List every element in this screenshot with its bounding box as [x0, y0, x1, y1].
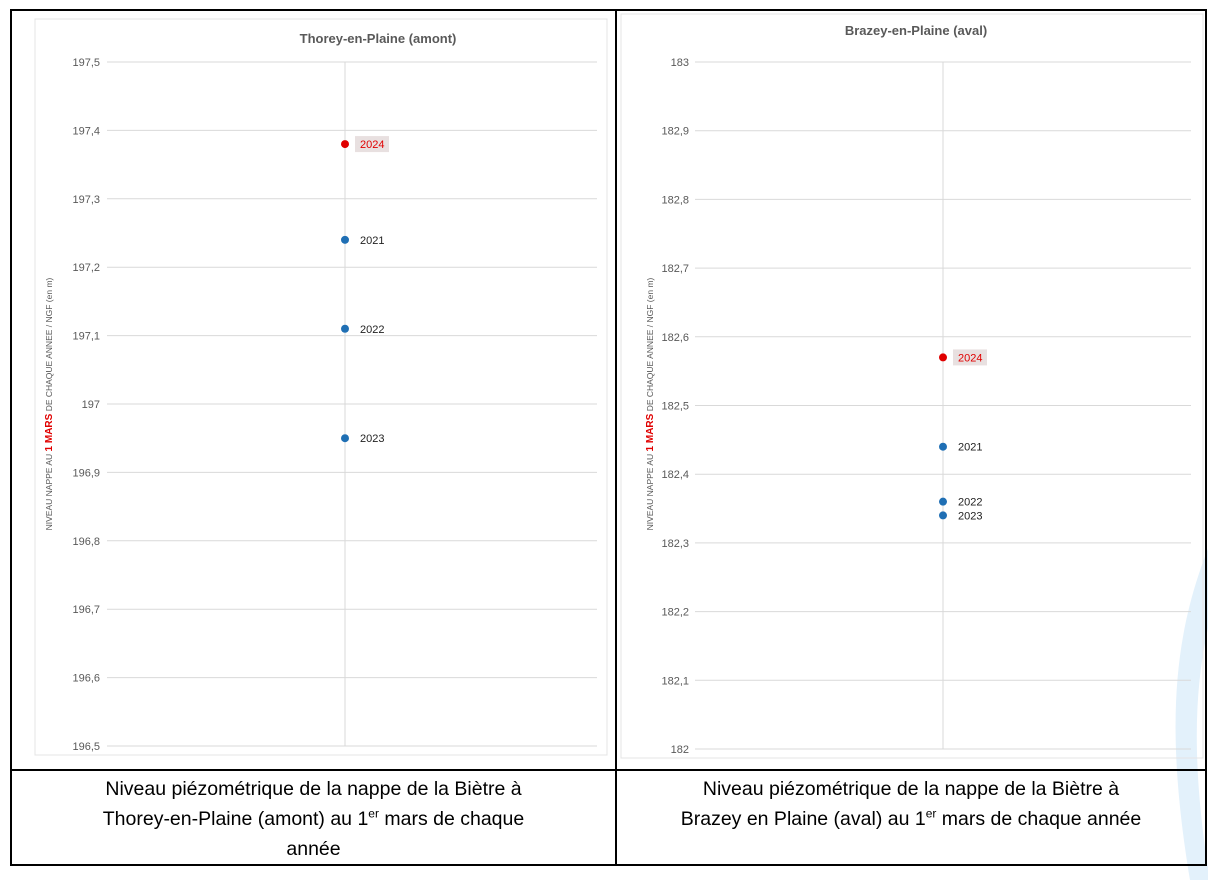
y-axis-label-part: DE CHAQUE ANNEE / NGF (en m) — [44, 277, 54, 413]
data-label-highlight-box — [953, 349, 987, 366]
right-caption-line2-pre: Brazey en Plaine (aval) au 1 — [680, 808, 926, 830]
y-axis-label-highlight: 1 MARS — [645, 413, 656, 451]
y-tick-label: 196,9 — [72, 467, 100, 479]
data-label: 2024 — [360, 139, 384, 151]
y-tick-label: 182,8 — [661, 194, 689, 206]
left-caption-line1: Niveau piézométrique de la nappe de la B… — [105, 778, 522, 800]
y-tick-label: 197,3 — [72, 194, 100, 206]
y-tick-label: 182,4 — [661, 469, 689, 481]
data-point — [939, 442, 947, 451]
chart-title: Brazey-en-Plaine (aval) — [845, 23, 987, 38]
data-point — [341, 324, 349, 333]
y-tick-label: 182,3 — [661, 538, 689, 550]
data-label: 2021 — [958, 442, 982, 454]
left-chart-cell: Thorey-en-Plaine (amont) 197,5 197,4 197,3 1… — [10, 9, 617, 771]
y-tick-label: 182,5 — [661, 401, 689, 413]
right-caption: Niveau piézométrique de la nappe de la B… — [617, 771, 1205, 834]
data-label: 2023 — [958, 510, 982, 522]
right-caption-line1: Niveau piézométrique de la nappe de la B… — [702, 778, 1120, 800]
data-label-highlight-box — [355, 136, 389, 153]
right-caption-line2-post: mars de chaque année — [936, 808, 1142, 830]
chart-brazey-en-plaine: Brazey-en-Plaine (aval) 183 182,9 182,8 182,… — [620, 13, 1204, 759]
y-tick-label: 196,8 — [72, 536, 100, 548]
data-label: 2021 — [360, 235, 384, 247]
y-axis-label-part: NIVEAU NAPPE AU — [645, 451, 655, 530]
chart-area-border — [34, 18, 608, 756]
y-tick-label: 197,2 — [72, 262, 100, 274]
y-axis-label: NIVEAU NAPPE AU 1 MARS DE CHAQUE ANNEE /… — [44, 277, 55, 530]
data-point — [341, 140, 349, 149]
y-tick-label: 182,2 — [661, 607, 689, 619]
data-label: 2022 — [360, 324, 384, 336]
y-tick-label: 197,5 — [72, 57, 100, 69]
left-caption-line2-pre: Thorey-en-Plaine (amont) au 1 — [102, 808, 369, 830]
y-axis-label: NIVEAU NAPPE AU 1 MARS DE CHAQUE ANNEE /… — [645, 277, 656, 530]
right-caption-sup: er — [925, 806, 937, 821]
left-caption-line3: année — [286, 838, 341, 860]
right-caption-cell: Niveau piézométrique de la nappe de la B… — [615, 769, 1207, 866]
left-caption: Niveau piézométrique de la nappe de la B… — [12, 771, 615, 864]
y-tick-label: 197,4 — [72, 125, 100, 137]
data-point — [341, 235, 349, 244]
chart-thorey-en-plaine: Thorey-en-Plaine (amont) 197,5 197,4 197,3 1… — [34, 18, 608, 756]
y-tick-label: 196,7 — [72, 604, 100, 616]
left-caption-sup: er — [368, 806, 379, 821]
y-tick-label: 182,9 — [661, 126, 689, 138]
y-tick-label: 197,1 — [72, 331, 100, 343]
left-caption-line2-post: mars de chaque — [378, 808, 525, 830]
y-tick-label: 182 — [671, 744, 689, 756]
chart-area-border — [620, 13, 1204, 759]
data-label: 2024 — [958, 352, 982, 364]
y-axis-label-part: NIVEAU NAPPE AU — [44, 451, 54, 530]
y-axis-label-part: DE CHAQUE ANNEE / NGF (en m) — [645, 277, 655, 413]
y-tick-label: 182,6 — [661, 332, 689, 344]
data-point — [939, 511, 947, 520]
y-tick-label: 196,6 — [72, 673, 100, 685]
data-point — [341, 434, 349, 443]
left-caption-cell: Niveau piézométrique de la nappe de la B… — [10, 769, 617, 866]
data-label: 2022 — [958, 497, 982, 509]
figure-table: Thorey-en-Plaine (amont) 197,5 197,4 197,3 1… — [10, 9, 1207, 866]
y-tick-label: 182,1 — [661, 675, 689, 687]
y-tick-label: 183 — [671, 57, 689, 69]
y-axis-label-highlight: 1 MARS — [44, 413, 55, 451]
y-tick-label: 182,7 — [661, 263, 689, 275]
right-chart-cell: Brazey-en-Plaine (aval) 183 182,9 182,8 182,… — [615, 9, 1207, 771]
y-tick-label: 196,5 — [72, 741, 100, 753]
data-label: 2023 — [360, 433, 384, 445]
y-tick-label: 197 — [82, 399, 100, 411]
chart-title: Thorey-en-Plaine (amont) — [300, 31, 457, 46]
data-point — [939, 353, 947, 362]
data-point — [939, 497, 947, 506]
